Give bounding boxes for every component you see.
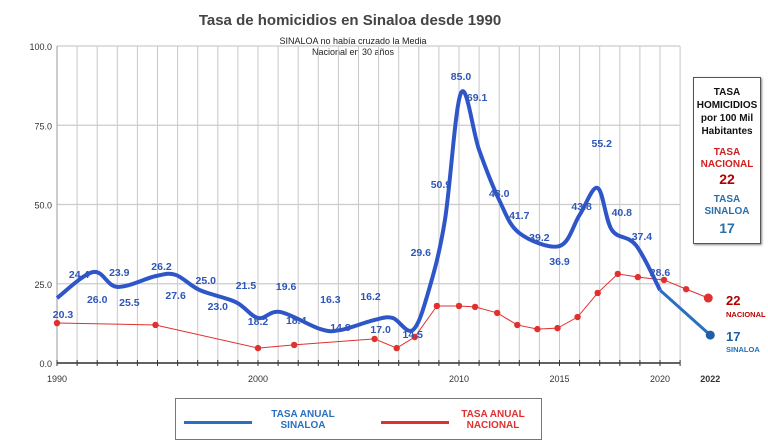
data-label: 40.8 bbox=[612, 207, 633, 219]
legend-nacional-label: TASA ANUAL NACIONAL bbox=[461, 409, 525, 431]
x-tick-label: 2020 bbox=[650, 374, 670, 384]
nacional-point bbox=[682, 285, 690, 293]
chart-subtitle: Nacional en 30 años bbox=[312, 47, 395, 57]
nacional-point bbox=[614, 270, 621, 278]
data-label: 55.2 bbox=[591, 138, 612, 150]
sinaloa-line bbox=[55, 89, 662, 334]
nacional-point bbox=[152, 321, 159, 329]
nacional-end-label: NACIONAL bbox=[726, 310, 766, 319]
nacional-point bbox=[660, 276, 668, 284]
data-label: 85.0 bbox=[451, 71, 472, 83]
x-tick-label: 2000 bbox=[248, 374, 268, 384]
y-tick-label: 25.0 bbox=[34, 280, 52, 290]
data-label: 41.7 bbox=[509, 210, 530, 222]
chart-subtitle: SINALOA no había cruzado la Media bbox=[279, 36, 426, 46]
info-sinaloa-label: TASA SINALOA bbox=[704, 194, 750, 217]
nacional-point bbox=[290, 341, 298, 349]
data-label: 26.2 bbox=[151, 261, 172, 273]
nacional-point bbox=[514, 321, 521, 329]
nacional-point bbox=[703, 293, 713, 303]
nacional-line bbox=[56, 273, 709, 349]
x-tick-label: 2015 bbox=[549, 374, 569, 384]
legend: TASA ANUAL SINALOA TASA ANUAL NACIONAL bbox=[175, 398, 542, 440]
sinaloa-end-point bbox=[705, 330, 715, 340]
info-title: TASA HOMICIDIOS por 100 Mil Habitantes bbox=[696, 87, 758, 137]
sinaloa-end-value: 17 bbox=[726, 329, 740, 344]
nacional-point bbox=[53, 319, 61, 327]
sinaloa-end-label: SINALOA bbox=[726, 345, 760, 354]
data-label: 21.5 bbox=[236, 280, 257, 292]
y-tick-label: 75.0 bbox=[34, 121, 52, 131]
legend-nacional-swatch bbox=[381, 421, 449, 424]
data-label: 69.1 bbox=[467, 92, 488, 104]
y-tick-label: 100.0 bbox=[29, 42, 52, 52]
data-label: 14.8 bbox=[330, 322, 351, 334]
nacional-point bbox=[534, 325, 541, 333]
nacional-point bbox=[594, 289, 601, 297]
data-label: 37.4 bbox=[632, 231, 653, 243]
info-nacional-value: 22 bbox=[719, 171, 735, 187]
info-nacional-label: TASA NACIONAL bbox=[700, 147, 754, 170]
data-label: 23.9 bbox=[109, 267, 130, 279]
data-label: 17.0 bbox=[370, 324, 391, 336]
legend-sinaloa-label: TASA ANUAL SINALOA bbox=[271, 409, 335, 431]
nacional-point bbox=[471, 303, 479, 311]
nacional-end-value: 22 bbox=[726, 293, 740, 308]
nacional-point bbox=[574, 313, 581, 321]
data-label: 23.0 bbox=[208, 301, 229, 313]
data-label: 16.3 bbox=[320, 294, 341, 306]
y-tick-label: 50.0 bbox=[34, 201, 52, 211]
data-label: 27.6 bbox=[165, 290, 186, 302]
nacional-point bbox=[493, 309, 501, 317]
x-tick-label: 2022 bbox=[700, 374, 720, 384]
sinaloa-line-projection bbox=[658, 288, 712, 337]
nacional-point bbox=[393, 344, 400, 352]
x-tick-label: 1990 bbox=[47, 374, 67, 384]
data-label: 20.3 bbox=[53, 309, 74, 321]
data-label: 18.4 bbox=[286, 315, 307, 327]
data-label: 25.5 bbox=[119, 297, 140, 309]
nacional-point bbox=[254, 344, 262, 352]
data-label: 26.0 bbox=[87, 294, 108, 306]
nacional-point bbox=[433, 302, 441, 310]
nacional-point bbox=[455, 302, 463, 310]
data-label: 25.0 bbox=[196, 275, 217, 287]
data-label: 14.5 bbox=[403, 329, 424, 341]
data-label: 39.2 bbox=[529, 232, 550, 244]
y-tick-label: 0.0 bbox=[39, 359, 52, 369]
data-label: 50.9 bbox=[431, 179, 452, 191]
nacional-point bbox=[554, 324, 561, 332]
info-box: TASA HOMICIDIOS por 100 Mil Habitantes T… bbox=[693, 77, 761, 244]
data-label: 24.4 bbox=[69, 269, 90, 281]
nacional-point bbox=[634, 273, 642, 281]
data-label: 36.9 bbox=[549, 256, 570, 268]
data-label: 48.0 bbox=[489, 188, 510, 200]
nacional-point bbox=[411, 333, 418, 341]
data-label: 28.6 bbox=[650, 267, 671, 279]
nacional-point bbox=[371, 335, 378, 343]
info-sinaloa-value: 17 bbox=[719, 220, 735, 236]
data-label: 29.6 bbox=[411, 247, 432, 259]
data-label: 19.6 bbox=[276, 281, 297, 293]
data-label: 16.2 bbox=[360, 291, 381, 303]
chart-title: Tasa de homicidios en Sinaloa desde 1990 bbox=[199, 12, 501, 29]
x-tick-label: 2010 bbox=[449, 374, 469, 384]
data-label: 18.2 bbox=[248, 316, 269, 328]
legend-sinaloa-swatch bbox=[184, 421, 252, 424]
data-label: 43.8 bbox=[571, 201, 592, 213]
